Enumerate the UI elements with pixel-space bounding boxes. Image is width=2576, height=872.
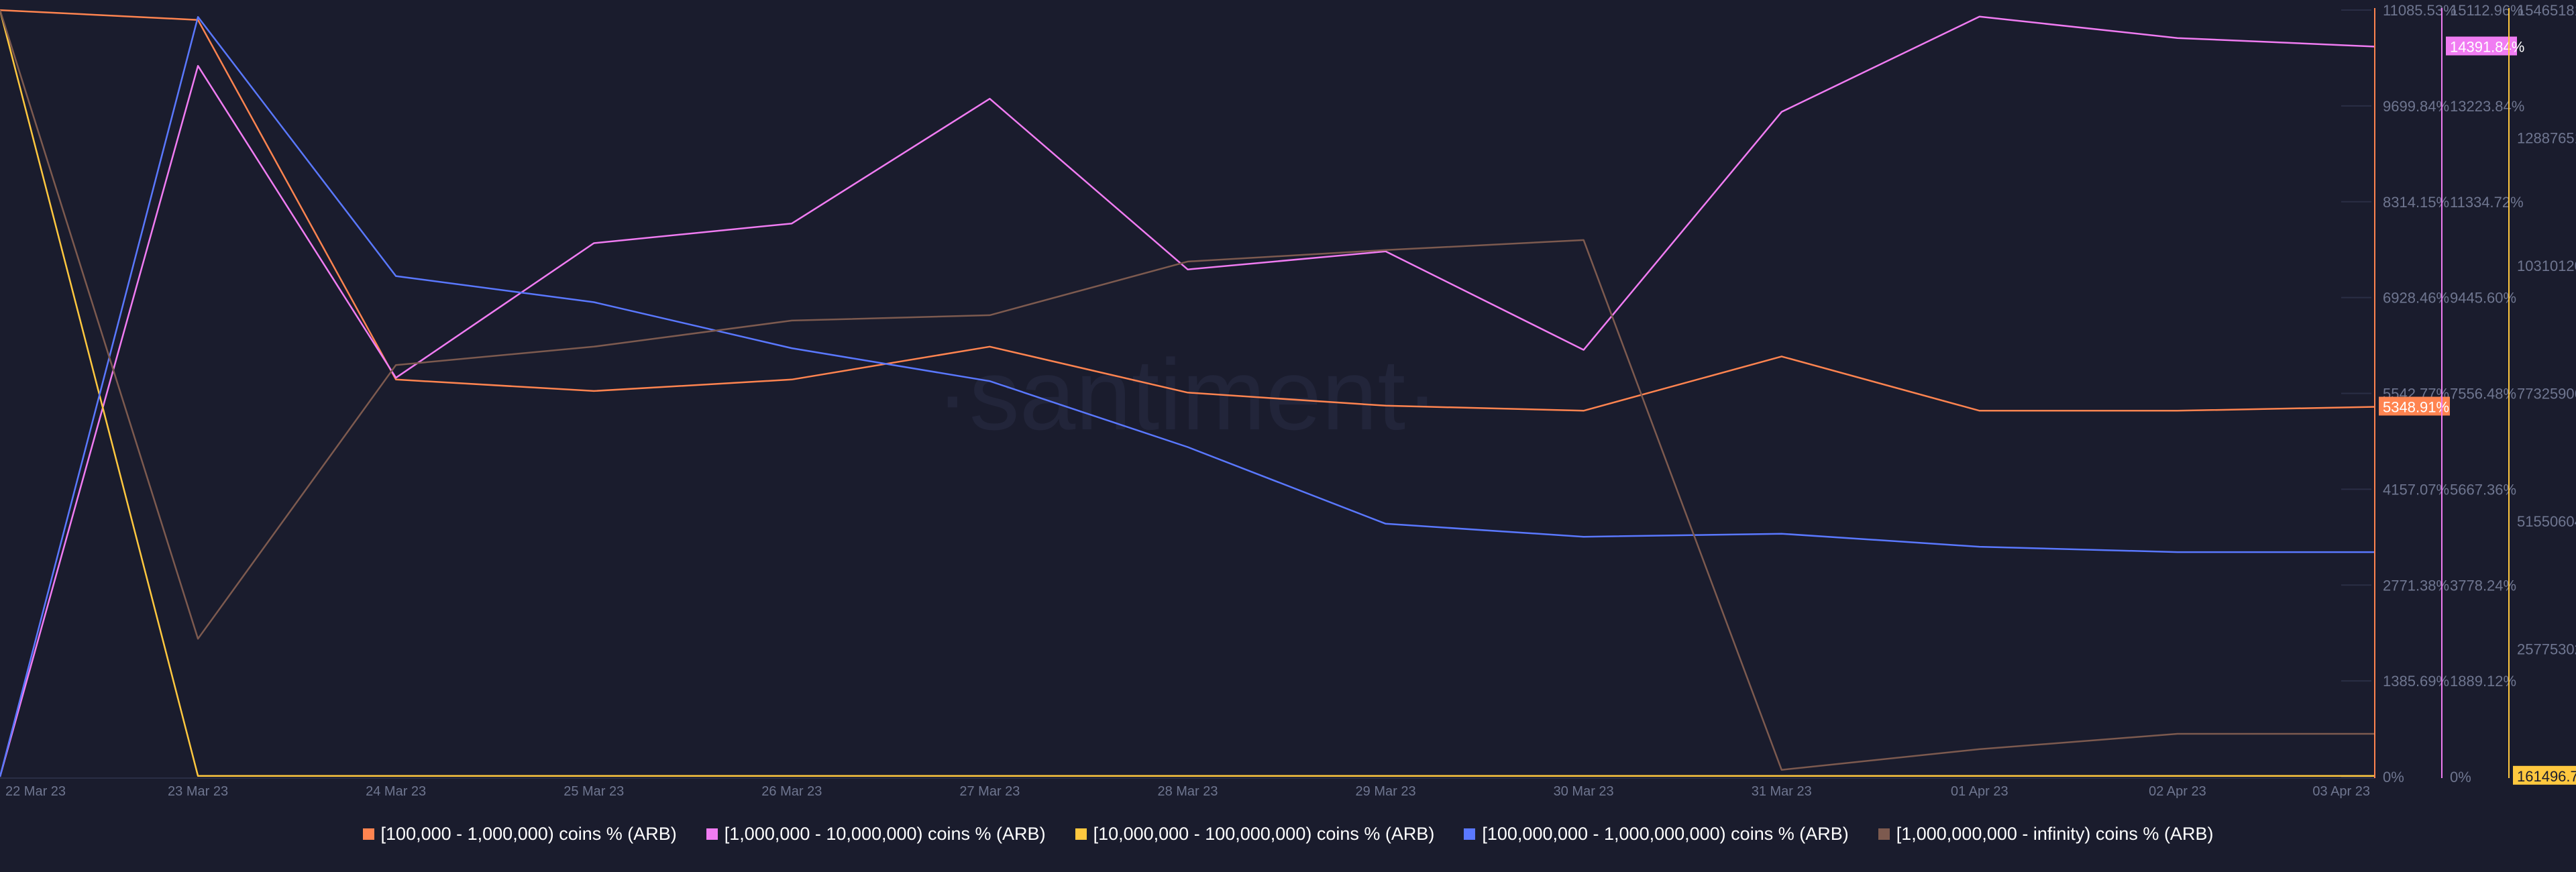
x-tick-label: 30 Mar 23 xyxy=(1554,784,1614,799)
x-tick-label: 02 Apr 23 xyxy=(2149,784,2206,799)
legend-label: [10,000,000 - 100,000,000) coins % (ARB) xyxy=(1093,824,1435,844)
watermark: ·santiment· xyxy=(936,338,1439,451)
x-tick-label: 31 Mar 23 xyxy=(1752,784,1812,799)
legend-item-1[interactable]: [1,000,000 - 10,000,000) coins % (ARB) xyxy=(706,824,1046,844)
purple-axis-tick-label: 15112.96% xyxy=(2450,2,2524,19)
orange-axis-tick-label: 0% xyxy=(2383,769,2404,785)
orange-axis-tick-label: 6928.46% xyxy=(2383,290,2449,307)
yellow-axis-tick-label: 77325906 xyxy=(2517,386,2576,402)
yellow-last-value-label: 161496.74 xyxy=(2517,768,2576,785)
legend-label: [1,000,000,000 - infinity) coins % (ARB) xyxy=(1896,824,2214,844)
orange-last-value-label: 5348.91% xyxy=(2383,398,2449,415)
legend-item-0[interactable]: [100,000 - 1,000,000) coins % (ARB) xyxy=(362,824,677,844)
legend-swatch xyxy=(706,828,718,840)
purple-last-value-badge xyxy=(2446,36,2517,56)
legend-swatch xyxy=(1878,828,1890,840)
orange-axis-tick-label: 11085.53% xyxy=(2383,2,2457,19)
legend-item-4[interactable]: [1,000,000,000 - infinity) coins % (ARB) xyxy=(1878,824,2214,844)
series-line-0 xyxy=(0,9,2376,412)
series-line-1 xyxy=(0,15,2376,777)
legend-swatch xyxy=(1075,828,1087,840)
orange-last-value-badge xyxy=(2379,396,2450,416)
x-tick-label: 24 Mar 23 xyxy=(366,784,426,799)
purple-axis-tick-label: 1889.12% xyxy=(2450,673,2516,690)
yellow-last-value-badge xyxy=(2513,765,2576,785)
orange-axis-tick-label: 4157.07% xyxy=(2383,481,2449,498)
purple-axis-tick-label: 13223.84% xyxy=(2450,98,2524,115)
orange-axis-tick-label: 2771.38% xyxy=(2383,577,2449,594)
purple-axis-tick-label: 0% xyxy=(2450,769,2471,785)
x-tick-label: 26 Mar 23 xyxy=(761,784,822,799)
orange-axis-tick-label: 1385.69% xyxy=(2383,673,2449,690)
x-tick-label: 01 Apr 23 xyxy=(1951,784,2008,799)
purple-axis-tick-label: 11334.72% xyxy=(2450,194,2524,211)
legend-swatch xyxy=(1464,828,1476,840)
x-tick-label: 25 Mar 23 xyxy=(564,784,624,799)
orange-axis-tick-label: 9699.84% xyxy=(2383,98,2449,115)
x-tick-label: 29 Mar 23 xyxy=(1356,784,1416,799)
orange-axis-tick-label: 8314.15% xyxy=(2383,194,2449,211)
x-tick-label: 27 Mar 23 xyxy=(959,784,1020,799)
purple-axis-tick-label: 9445.60% xyxy=(2450,290,2516,307)
series-line-3 xyxy=(0,16,2375,777)
legend-item-3[interactable]: [100,000,000 - 1,000,000,000) coins % (A… xyxy=(1464,824,1849,844)
purple-axis-tick-label: 7556.48% xyxy=(2450,386,2516,402)
purple-axis-tick-label: 3778.24% xyxy=(2450,577,2516,594)
yellow-axis-tick-label: 51550604 xyxy=(2517,513,2576,530)
yellow-axis-tick-label: 10310120 xyxy=(2517,258,2576,274)
x-tick-label: 23 Mar 23 xyxy=(168,784,228,799)
series-line-4 xyxy=(0,9,2375,771)
yellow-axis-tick-label: 25775302 xyxy=(2517,641,2576,658)
legend-label: [100,000,000 - 1,000,000,000) coins % (A… xyxy=(1482,824,1849,844)
series-line-2 xyxy=(0,9,2375,777)
legend-label: [100,000 - 1,000,000) coins % (ARB) xyxy=(380,824,677,844)
purple-last-value-label: 14391.84% xyxy=(2450,39,2524,56)
x-tick-label: 28 Mar 23 xyxy=(1157,784,1218,799)
legend-swatch xyxy=(362,828,374,840)
x-tick-label: 03 Apr 23 xyxy=(2312,784,2370,799)
legend: [100,000 - 1,000,000) coins % (ARB) [1,00… xyxy=(0,824,2576,844)
purple-axis-tick-label: 5667.36% xyxy=(2450,481,2516,498)
legend-label: [1,000,000 - 10,000,000) coins % (ARB) xyxy=(724,824,1046,844)
legend-item-2[interactable]: [10,000,000 - 100,000,000) coins % (ARB) xyxy=(1075,824,1435,844)
x-tick-label: 22 Mar 23 xyxy=(5,784,66,799)
